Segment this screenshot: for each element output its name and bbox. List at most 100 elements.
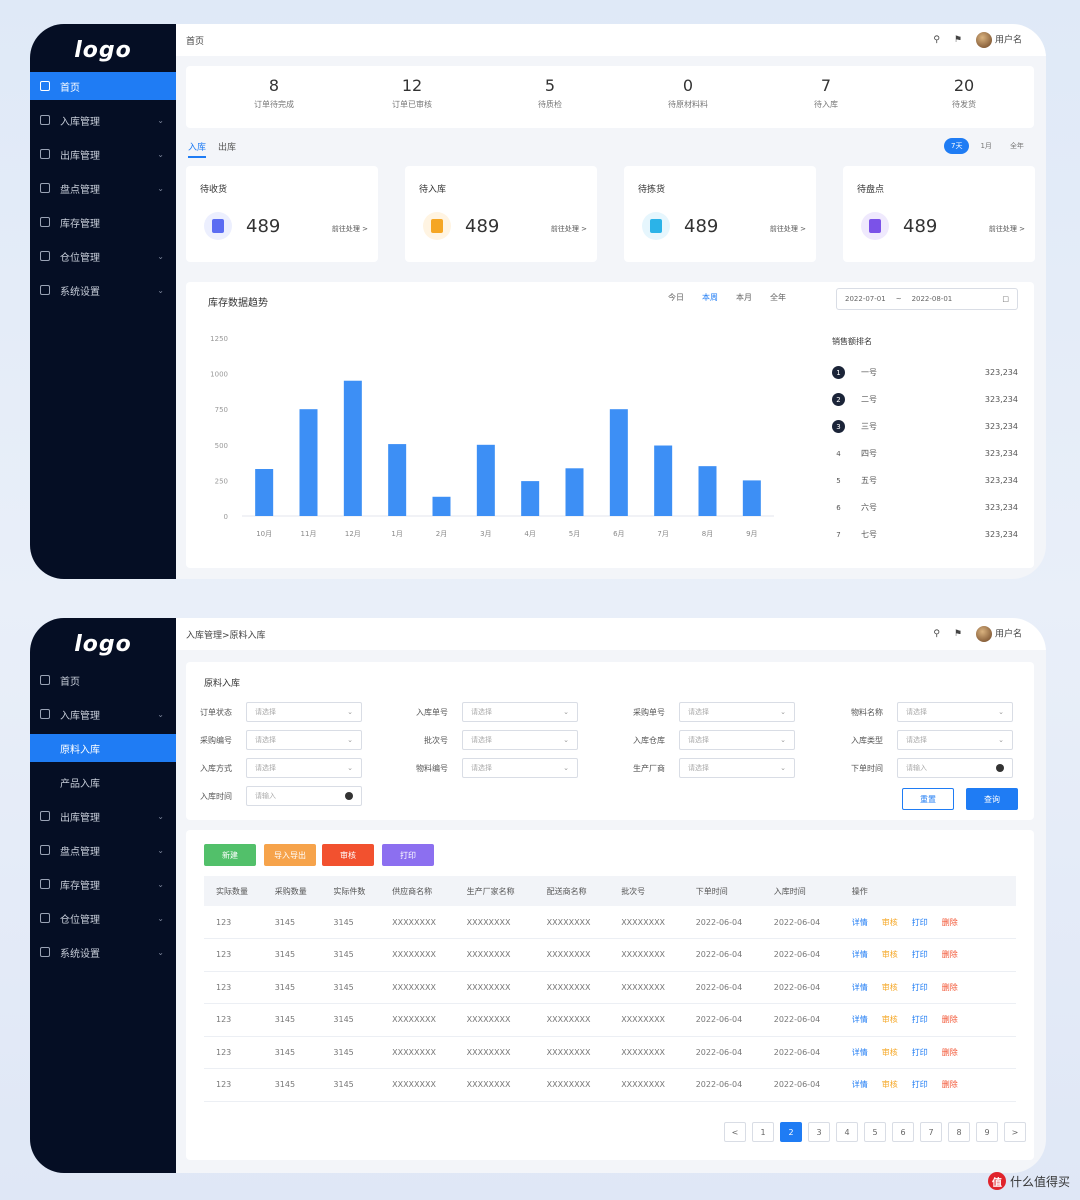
stat-item[interactable]: 0 待原材料料 xyxy=(628,76,748,110)
field-select[interactable]: 请输入 xyxy=(246,786,362,806)
page-button[interactable]: 5 xyxy=(864,1122,886,1142)
op-link-2[interactable]: 打印 xyxy=(911,1015,928,1025)
op-link-3[interactable]: 删除 xyxy=(941,1015,958,1025)
op-link-0[interactable]: 详情 xyxy=(851,917,868,927)
sidebar-item-5[interactable]: 仓位管理 ⌄ xyxy=(30,242,176,270)
search-icon[interactable]: ⚲ xyxy=(933,35,940,45)
op-link-1[interactable]: 审核 xyxy=(881,982,898,992)
field-select[interactable]: 请选择 ⌄ xyxy=(246,702,362,722)
sidebar-item-4[interactable]: 库存管理 xyxy=(30,208,176,236)
sidebar2-item-0[interactable]: 首页 xyxy=(30,666,176,694)
user-menu-2[interactable]: 用户名 xyxy=(975,626,1022,642)
op-link-3[interactable]: 删除 xyxy=(941,1047,958,1057)
bell-icon[interactable]: ⚑ xyxy=(953,35,962,45)
page-button[interactable]: 2 xyxy=(780,1122,802,1142)
stat-item[interactable]: 7 待入库 xyxy=(766,76,886,110)
reset-button[interactable]: 重置 xyxy=(902,788,954,810)
op-link-1[interactable]: 审核 xyxy=(881,917,898,927)
op-link-2[interactable]: 打印 xyxy=(911,917,928,927)
field-select[interactable]: 请选择 ⌄ xyxy=(679,758,795,778)
field-select[interactable]: 请选择 ⌄ xyxy=(897,730,1013,750)
op-link-2[interactable]: 打印 xyxy=(911,982,928,992)
sidebar2-item-6[interactable]: 库存管理 ⌄ xyxy=(30,870,176,898)
field-select[interactable]: 请选择 ⌄ xyxy=(462,758,578,778)
page-button[interactable]: 7 xyxy=(920,1122,942,1142)
range-year[interactable]: 全年 xyxy=(770,293,786,302)
op-link-2[interactable]: 打印 xyxy=(911,1047,928,1057)
page-button[interactable]: 4 xyxy=(836,1122,858,1142)
field-select[interactable]: 请选择 ⌄ xyxy=(246,730,362,750)
op-link-1[interactable]: 审核 xyxy=(881,1047,898,1057)
field-select[interactable]: 请选择 ⌄ xyxy=(462,702,578,722)
field-select[interactable]: 请选择 ⌄ xyxy=(679,702,795,722)
op-link-0[interactable]: 详情 xyxy=(851,982,868,992)
sidebar2-item-5[interactable]: 盘点管理 ⌄ xyxy=(30,836,176,864)
field-select[interactable]: 请选择 ⌄ xyxy=(462,730,578,750)
page-button[interactable]: < xyxy=(724,1122,746,1142)
stat-item[interactable]: 20 待发货 xyxy=(904,76,1024,110)
breadcrumb[interactable]: 首页 xyxy=(186,36,205,47)
import-export-button[interactable]: 导入导出 xyxy=(264,844,316,866)
bell-icon[interactable]: ⚑ xyxy=(953,629,962,639)
range-today[interactable]: 今日 xyxy=(668,293,684,302)
op-link-2[interactable]: 打印 xyxy=(911,1080,928,1090)
kpi-link[interactable]: 前往处理 > xyxy=(550,225,587,233)
period-year[interactable]: 全年 xyxy=(1009,142,1024,150)
field-select[interactable]: 请选择 ⌄ xyxy=(679,730,795,750)
op-link-1[interactable]: 审核 xyxy=(881,1015,898,1025)
op-link-0[interactable]: 详情 xyxy=(851,1080,868,1090)
audit-button[interactable]: 审核 xyxy=(322,844,374,866)
sidebar2-item-1[interactable]: 入库管理 ⌄ xyxy=(30,700,176,728)
field-select[interactable]: 请输入 xyxy=(897,758,1013,778)
page-button[interactable]: 3 xyxy=(808,1122,830,1142)
page-button[interactable]: > xyxy=(1004,1122,1026,1142)
op-link-0[interactable]: 详情 xyxy=(851,1015,868,1025)
sidebar2-item-8[interactable]: 系统设置 ⌄ xyxy=(30,938,176,966)
date-range-picker[interactable]: 2022-07-01 ~ 2022-08-01 □ xyxy=(836,288,1018,310)
search-icon[interactable]: ⚲ xyxy=(933,629,940,639)
sidebar-item-3[interactable]: 盘点管理 ⌄ xyxy=(30,174,176,202)
sidebar-item-6[interactable]: 系统设置 ⌄ xyxy=(30,276,176,304)
kpi-link[interactable]: 前往处理 > xyxy=(331,225,368,233)
sidebar2-item-2[interactable]: 原料入库 xyxy=(30,734,176,762)
op-link-3[interactable]: 删除 xyxy=(941,982,958,992)
range-week[interactable]: 本周 xyxy=(702,293,718,302)
field-select[interactable]: 请选择 ⌄ xyxy=(246,758,362,778)
range-month[interactable]: 本月 xyxy=(736,293,752,302)
op-link-0[interactable]: 详情 xyxy=(851,950,868,960)
op-link-0[interactable]: 详情 xyxy=(851,1047,868,1057)
stat-item[interactable]: 5 待质检 xyxy=(490,76,610,110)
field-select[interactable]: 请选择 ⌄ xyxy=(897,702,1013,722)
query-button[interactable]: 查询 xyxy=(966,788,1018,810)
stat-item[interactable]: 12 订单已审核 xyxy=(352,76,472,110)
field-placeholder: 请选择 xyxy=(471,736,492,744)
breadcrumb-2[interactable]: 入库管理>原料入库 xyxy=(186,630,266,641)
page-button[interactable]: 1 xyxy=(752,1122,774,1142)
print-button[interactable]: 打印 xyxy=(382,844,434,866)
tab-inbound[interactable]: 入库 xyxy=(188,140,207,158)
tab-outbound[interactable]: 出库 xyxy=(218,143,237,153)
op-link-1[interactable]: 审核 xyxy=(881,1080,898,1090)
new-button[interactable]: 新建 xyxy=(204,844,256,866)
user-menu[interactable]: 用户名 xyxy=(975,32,1022,48)
field-label: 采购编号 xyxy=(200,736,232,745)
sidebar2-item-7[interactable]: 仓位管理 ⌄ xyxy=(30,904,176,932)
op-link-2[interactable]: 打印 xyxy=(911,950,928,960)
stat-item[interactable]: 8 订单待完成 xyxy=(214,76,334,110)
op-link-3[interactable]: 删除 xyxy=(941,917,958,927)
kpi-link[interactable]: 前往处理 > xyxy=(769,225,806,233)
sidebar2-item-3[interactable]: 产品入库 xyxy=(30,768,176,796)
sidebar-item-1[interactable]: 入库管理 ⌄ xyxy=(30,106,176,134)
op-link-3[interactable]: 删除 xyxy=(941,1080,958,1090)
sidebar-item-2[interactable]: 出库管理 ⌄ xyxy=(30,140,176,168)
kpi-link[interactable]: 前往处理 > xyxy=(988,225,1025,233)
op-link-1[interactable]: 审核 xyxy=(881,950,898,960)
op-link-3[interactable]: 删除 xyxy=(941,950,958,960)
sidebar-item-0[interactable]: 首页 xyxy=(30,72,176,100)
page-button[interactable]: 9 xyxy=(976,1122,998,1142)
sidebar2-item-4[interactable]: 出库管理 ⌄ xyxy=(30,802,176,830)
period-7days[interactable]: 7天 xyxy=(944,138,970,154)
page-button[interactable]: 8 xyxy=(948,1122,970,1142)
page-button[interactable]: 6 xyxy=(892,1122,914,1142)
period-1month[interactable]: 1月 xyxy=(980,142,992,150)
